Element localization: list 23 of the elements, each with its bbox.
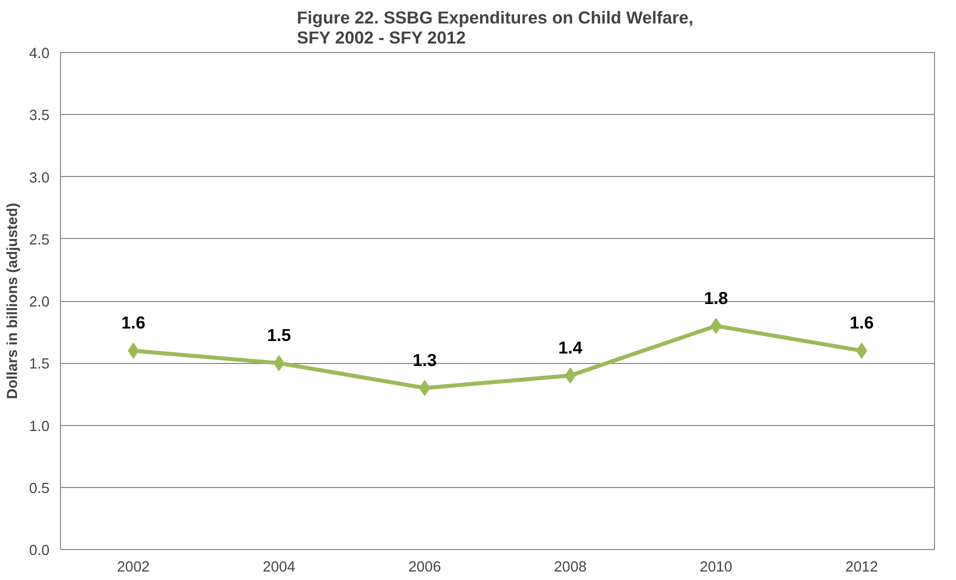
data-label: 1.8 — [704, 288, 728, 308]
y-tick-label: 1.5 — [29, 356, 50, 373]
y-axis-title: Dollars in billions (adjusted) — [5, 202, 22, 400]
y-tick-label: 4.0 — [29, 46, 50, 62]
x-tick-label: 2010 — [700, 560, 732, 576]
x-tick-label: 2008 — [554, 560, 587, 576]
x-tick-label: 2006 — [408, 560, 441, 576]
y-tick-label: 2.5 — [29, 232, 50, 248]
chart-title: Figure 22. SSBG Expenditures on Child Welfare, SFY 2002 - SFY 2012 — [296, 8, 694, 48]
x-tick-label: 2012 — [845, 560, 878, 576]
y-tick-label: 3.5 — [29, 108, 50, 124]
data-label: 1.4 — [558, 338, 583, 358]
data-label: 1.3 — [412, 350, 438, 370]
y-tick-label: 2.0 — [29, 294, 50, 310]
data-label: 1.5 — [266, 325, 292, 346]
y-tick-label: 3.0 — [29, 170, 50, 186]
y-tick-label: 1.0 — [29, 418, 50, 435]
y-tick-label: 0.0 — [29, 543, 50, 559]
data-label: 1.6 — [121, 312, 146, 333]
y-tick-label: 0.5 — [29, 480, 50, 497]
x-tick-label: 2004 — [262, 560, 296, 576]
x-tick-label: 2002 — [117, 560, 150, 576]
data-label: 1.6 — [850, 312, 874, 333]
